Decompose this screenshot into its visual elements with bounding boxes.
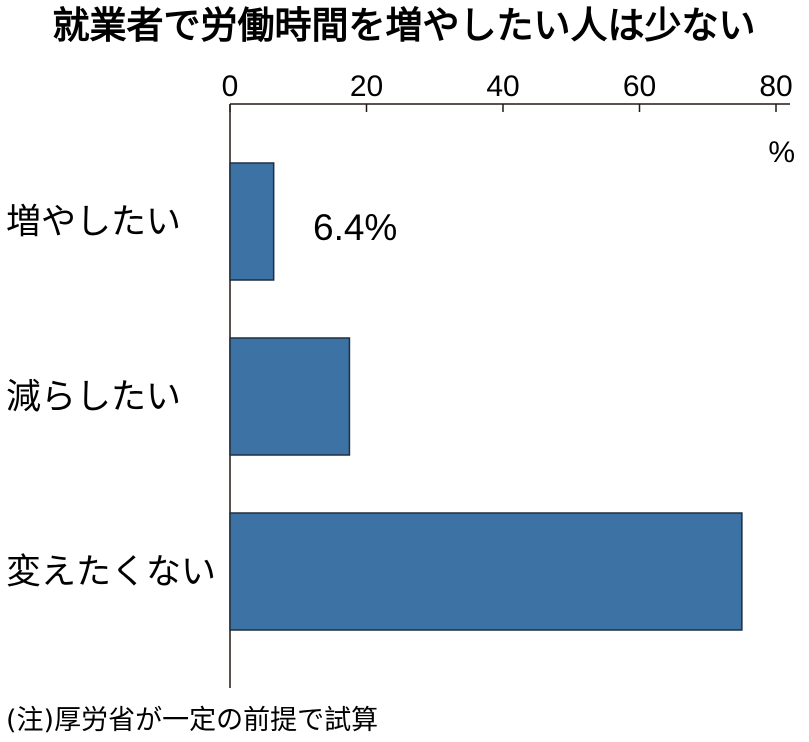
bar	[229, 337, 351, 456]
x-tick-label: 20	[350, 70, 383, 103]
category-label: 増やしたい	[6, 203, 181, 243]
x-tick-label: 60	[623, 70, 656, 103]
chart-title: 就業者で労働時間を増やしたい人は少ない	[53, 4, 756, 47]
data-label: 6.4%	[313, 207, 397, 248]
x-tick-label: 40	[486, 70, 519, 103]
bar	[229, 162, 275, 281]
x-tick-label: 0	[222, 70, 239, 103]
unit-label: %	[768, 136, 795, 169]
footnote: (注)厚労省が一定の前提で試算	[6, 705, 378, 736]
x-tick-label: 80	[759, 70, 792, 103]
category-label: 変えたくない	[6, 553, 216, 593]
bar	[229, 512, 743, 631]
x-axis-ticks: 0 20 40 60 80	[222, 70, 793, 112]
category-label: 減らしたい	[6, 378, 181, 418]
bars: 6.4%	[229, 162, 743, 631]
